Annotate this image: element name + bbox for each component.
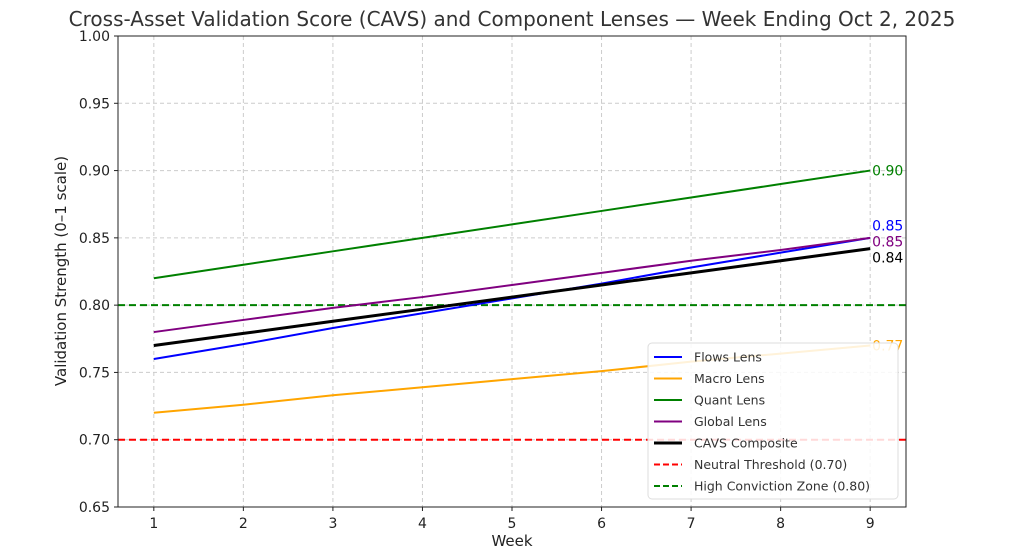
legend-entry: Flows Lens	[694, 350, 762, 365]
y-ticks: 0.65 0.70 0.75 0.80 0.85 0.90 0.95 1.00	[79, 29, 118, 516]
legend-entry: Quant Lens	[694, 393, 765, 408]
y-tick-label: 1.00	[79, 29, 110, 45]
x-tick-label: 9	[866, 516, 875, 532]
y-tick-label: 0.95	[79, 96, 110, 112]
end-value-label: 0.85	[872, 218, 903, 234]
y-axis-label: Validation Strength (0–1 scale)	[52, 156, 70, 386]
x-ticks: 1 2 3 4 5 6 7 8 9	[149, 507, 875, 532]
end-value-label: 0.85	[872, 234, 903, 250]
x-tick-label: 4	[418, 516, 427, 532]
series-lines	[153, 169, 871, 414]
y-tick-label: 0.70	[79, 433, 110, 449]
x-axis-label: Week	[491, 532, 532, 550]
legend-entry: Neutral Threshold (0.70)	[694, 457, 847, 472]
end-value-label: 0.84	[872, 250, 903, 266]
series-line-global-lens	[153, 236, 871, 334]
x-tick-label: 1	[149, 516, 158, 532]
end-labels: 0.900.850.850.840.77	[872, 164, 903, 355]
x-tick-label: 6	[597, 516, 606, 532]
legend-entry: High Conviction Zone (0.80)	[694, 479, 870, 494]
legend-entry: Global Lens	[694, 414, 767, 429]
y-tick-label: 0.80	[79, 298, 110, 314]
x-tick-label: 7	[687, 516, 696, 532]
series-line-cavs-composite	[153, 247, 871, 348]
chart-title: Cross-Asset Validation Score (CAVS) and …	[69, 7, 956, 31]
x-tick-label: 3	[328, 516, 337, 532]
legend-entry: Macro Lens	[694, 371, 765, 386]
series-line-quant-lens	[153, 169, 871, 280]
y-tick-label: 0.85	[79, 231, 110, 247]
y-tick-label: 0.90	[79, 164, 110, 180]
x-tick-label: 5	[508, 516, 517, 532]
legend-box	[647, 342, 899, 500]
end-value-label: 0.90	[872, 164, 903, 180]
x-tick-label: 8	[776, 516, 785, 532]
y-tick-label: 0.65	[79, 500, 110, 516]
legend: Flows Lens Macro Lens Quant Lens Global Len…	[647, 342, 899, 500]
x-tick-label: 2	[239, 516, 248, 532]
legend-entry: CAVS Composite	[694, 436, 798, 451]
y-tick-label: 0.75	[79, 365, 110, 381]
